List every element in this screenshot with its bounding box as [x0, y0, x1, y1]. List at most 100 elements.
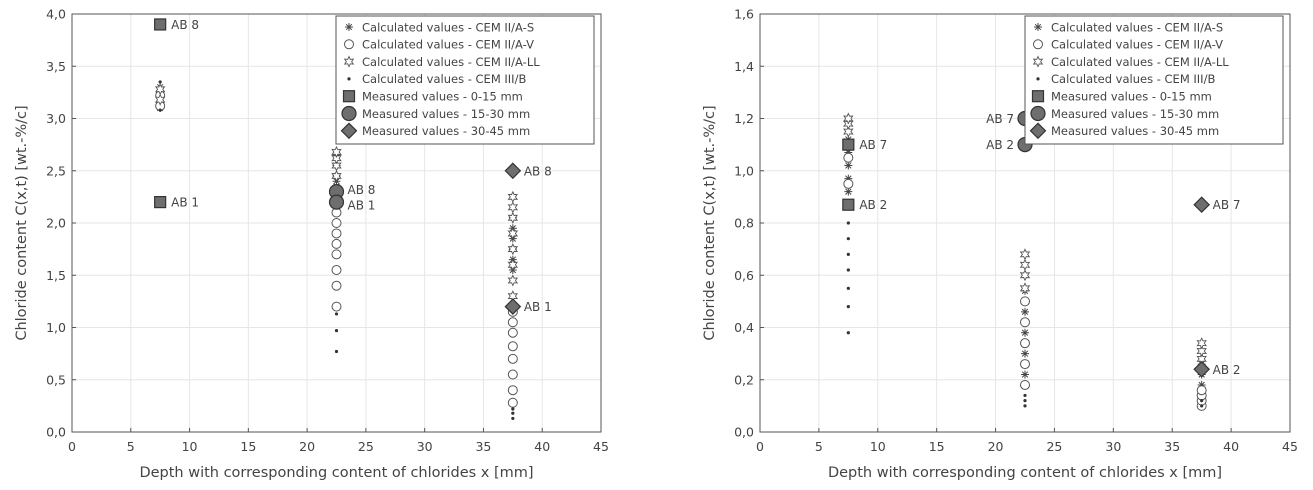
- data-point: [158, 108, 162, 112]
- data-point: [844, 161, 853, 170]
- data-point: [331, 280, 342, 291]
- legend-marker: [344, 39, 354, 50]
- point-label: AB 8: [524, 164, 552, 178]
- data-point: [1197, 380, 1206, 389]
- data-point: [1196, 385, 1207, 396]
- y-axis-title: Chloride content C(x,t) [wt.-%/c]: [14, 105, 30, 340]
- chart-panel-2: 0 5 10 15 20 25 30 35 40 45 0,0 0,2 0,4 0,6 0,8 1,0 1,2 1…: [702, 7, 1298, 482]
- legend-entry: Calculated values - CEM III/B: [362, 72, 526, 86]
- legend-marker: [1034, 23, 1042, 31]
- data-point: [507, 274, 519, 287]
- legend-marker: [1032, 55, 1044, 68]
- data-point: [1193, 360, 1211, 378]
- y-tick-label: 4,0: [46, 7, 66, 22]
- y-tick-label: 1,4: [734, 59, 754, 74]
- data-point: [154, 93, 166, 106]
- x-tick-label: 0: [756, 439, 764, 454]
- data-point: [1020, 379, 1030, 390]
- data-point: [154, 196, 167, 209]
- data-point: [1200, 404, 1204, 408]
- data-point: [154, 83, 166, 96]
- legend-marker: [347, 77, 351, 81]
- legend: Calculated values - CEM II/A-S Calculated…: [335, 15, 595, 145]
- data-point: [842, 198, 855, 211]
- point-label: AB 2: [1213, 363, 1241, 377]
- legend-entry: Measured values - 15-30 mm: [1051, 107, 1219, 121]
- data-point: [846, 237, 850, 241]
- data-point: [511, 407, 515, 411]
- legend-box: [1024, 15, 1284, 145]
- y-tick-label: 2,0: [46, 216, 66, 231]
- data-point: [1196, 337, 1207, 350]
- point-label: AB 7: [859, 138, 887, 152]
- x-axis-title: Depth with corresponding content of chlo…: [828, 465, 1222, 481]
- legend-entry: Measured values - 30-45 mm: [362, 124, 530, 138]
- y-tick-label: 0,6: [734, 268, 754, 283]
- data-point: [507, 341, 518, 352]
- point-label: AB 1: [524, 300, 552, 314]
- x-tick-label: 10: [182, 439, 198, 454]
- data-point: [1019, 282, 1031, 295]
- data-point: [507, 369, 518, 380]
- y-tick-label: 1,6: [734, 7, 754, 22]
- data-point: [331, 159, 342, 172]
- x-tick-label: 30: [417, 439, 433, 454]
- data-point: [843, 178, 854, 189]
- data-point: [846, 331, 850, 335]
- x-tick-label: 20: [988, 439, 1004, 454]
- data-point: [1020, 317, 1030, 328]
- x-tick-label: 5: [127, 439, 135, 454]
- data-point: [334, 329, 339, 333]
- data-point: [331, 152, 342, 165]
- x-tick-label: 0: [68, 439, 76, 454]
- x-axis-title: Depth with corresponding content of chlo…: [139, 465, 533, 481]
- y-tick-label: 1,0: [46, 320, 66, 335]
- chart-panel-1: 0 5 10 15 20 25 30 35 40 45 0,0 0,5 1,0 1,5 2,0 2,5 3,0 3…: [14, 7, 609, 482]
- data-point: [846, 252, 850, 256]
- legend-entry: Measured values - 0-15 mm: [362, 90, 523, 104]
- legend-marker: [1036, 77, 1040, 81]
- data-point: [334, 312, 339, 316]
- data-point: [1019, 258, 1031, 271]
- y-tick-label: 1,5: [46, 268, 66, 283]
- data-point: [842, 138, 855, 151]
- data-point: [331, 301, 342, 312]
- y-tick-label: 0,5: [46, 372, 66, 387]
- legend-marker: [342, 90, 356, 103]
- x-tick-label: 25: [358, 439, 374, 454]
- x-tick-label: 40: [1223, 439, 1239, 454]
- data-point: [1019, 269, 1031, 282]
- data-point: [511, 411, 515, 415]
- data-point: [844, 148, 853, 157]
- legend-entry: Calculated values - CEM II/A-V: [1051, 38, 1223, 52]
- data-point: [507, 243, 519, 256]
- point-label: AB 1: [171, 196, 199, 210]
- legend-marker: [1033, 39, 1043, 50]
- data-point: [504, 298, 522, 315]
- legend-marker: [340, 122, 358, 140]
- data-point: [1021, 307, 1029, 316]
- data-point: [844, 174, 853, 183]
- data-point: [1021, 349, 1029, 358]
- data-points: [154, 18, 522, 421]
- legend-marker: [1030, 105, 1046, 122]
- data-point: [1019, 248, 1031, 261]
- data-point: [843, 152, 854, 163]
- y-tick-label: 3,0: [46, 111, 66, 126]
- data-point: [328, 194, 345, 210]
- y-tick-label: 0,2: [734, 372, 754, 387]
- data-point: [331, 169, 342, 183]
- point-labels: AB 8 AB 1 AB 8 AB 1 AB 8 AB 1: [171, 18, 552, 314]
- data-point: [331, 265, 342, 276]
- data-points: [842, 110, 1211, 411]
- data-point: [507, 327, 518, 338]
- data-point: [844, 187, 853, 196]
- point-label: AB 1: [348, 199, 376, 213]
- legend-box: [335, 15, 595, 145]
- x-tick-label: 40: [534, 439, 550, 454]
- data-point: [507, 211, 519, 224]
- legend-entry: Calculated values - CEM II/A-LL: [1051, 55, 1229, 69]
- data-point: [331, 228, 342, 239]
- data-point: [1021, 328, 1029, 337]
